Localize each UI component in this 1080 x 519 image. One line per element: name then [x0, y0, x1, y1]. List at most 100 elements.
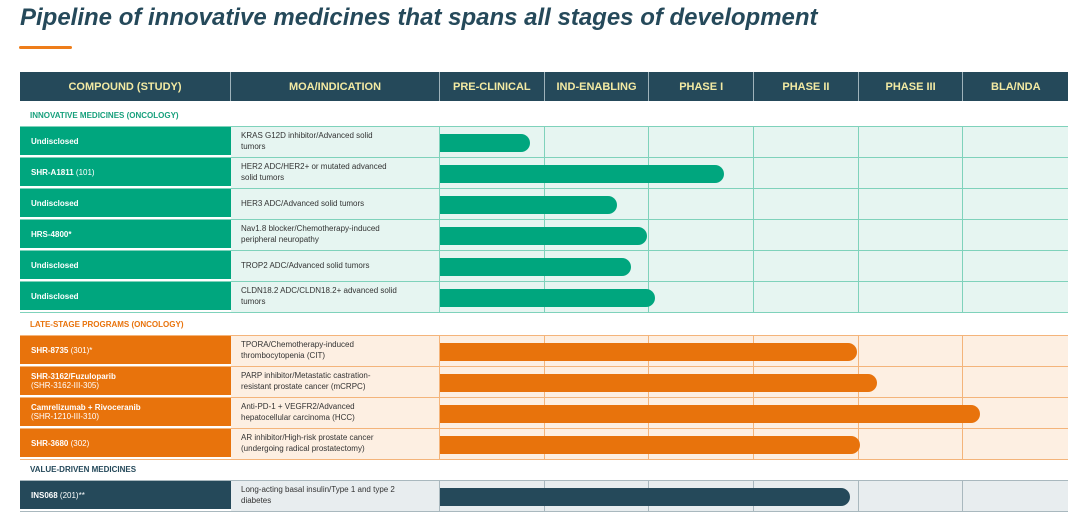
section-bottom-rule [20, 459, 1068, 460]
stage-cell [859, 127, 964, 157]
stage-cell [859, 251, 964, 281]
stage-cell [963, 189, 1068, 219]
stage-cell [963, 336, 1068, 366]
progress-bar [440, 288, 655, 307]
header-moa: MOA/INDICATION [231, 72, 440, 101]
table-row: Camrelizumab + Rivoceranib (SHR-1210-III-… [20, 397, 1069, 428]
stage-cell [859, 481, 964, 511]
compound-name: HRS-4800* [31, 230, 231, 239]
table-header: COMPOUND (STUDY) MOA/INDICATION PRE-CLIN… [20, 72, 1069, 101]
compound-name: INS068 (201)** [31, 491, 231, 500]
table-row: INS068 (201)** Long-acting basal insulin/… [20, 480, 1069, 511]
compound-code: SHR-3162/Fuzuloparib [31, 372, 116, 381]
compound-cell: INS068 (201)** [20, 481, 231, 511]
progress-bar [440, 435, 860, 454]
table-row: Undisclosed TROP2 ADC/Advanced solid tumo… [20, 250, 1069, 281]
header-compound: COMPOUND (STUDY) [20, 72, 231, 101]
stage-cell [754, 481, 859, 511]
compound-study: (302) [68, 438, 90, 448]
section-label: INNOVATIVE MEDICINES (ONCOLOGY) [30, 111, 179, 120]
progress-bar [440, 404, 981, 423]
moa-indication-cell: CLDN18.2 ADC/CLDN18.2+ advanced solid tu… [231, 282, 440, 312]
compound-code: SHR-A1811 [31, 167, 74, 177]
compound-code: SHR-3680 [31, 438, 69, 448]
table-row: SHR-8735 (301)* TPORA/Chemotherapy-induce… [20, 335, 1069, 366]
moa-indication-cell: AR inhibitor/High-risk prostate cancer (… [231, 429, 440, 459]
header-phase-2: PHASE II [754, 72, 859, 101]
stage-cell [963, 251, 1068, 281]
progress-bar [440, 133, 531, 152]
stage-cell [963, 220, 1068, 250]
compound-study: (201)** [57, 490, 85, 500]
stage-cell [545, 189, 650, 219]
stage-cell [859, 220, 964, 250]
compound-study-id: (SHR-3162-III-305) [31, 381, 100, 390]
title-underline [19, 46, 72, 49]
compound-cell: Camrelizumab + Rivoceranib (SHR-1210-III-… [20, 398, 231, 428]
table-row: SHR-A1811 (101) HER2 ADC/HER2+ or mutated… [20, 157, 1069, 188]
compound-cell: Undisclosed [20, 189, 231, 219]
moa-indication-cell: TPORA/Chemotherapy-induced thrombocytope… [231, 336, 440, 366]
header-ind-enabling: IND-ENABLING [544, 72, 650, 101]
stage-cell [545, 251, 650, 281]
table-row: Undisclosed HER3 ADC/Advanced solid tumor… [20, 188, 1069, 219]
stage-cell [754, 189, 859, 219]
stage-cell [754, 336, 859, 366]
stage-cell [963, 158, 1068, 188]
stage-cell [649, 251, 755, 281]
header-phase-1: PHASE I [649, 72, 755, 101]
moa-indication-cell: KRAS G12D inhibitor/Advanced solid tumor… [231, 127, 440, 157]
progress-bar [440, 195, 617, 214]
compound-cell: Undisclosed [20, 127, 231, 157]
compound-cell: SHR-3162/Fuzuloparib (SHR-3162-III-305) [20, 367, 231, 397]
compound-name: Undisclosed [31, 199, 231, 208]
compound-code: Undisclosed [31, 136, 79, 146]
compound-code: Undisclosed [31, 291, 79, 301]
page-title: Pipeline of innovative medicines that sp… [20, 4, 818, 31]
stage-cell [859, 189, 964, 219]
table-row: Undisclosed KRAS G12D inhibitor/Advanced … [20, 126, 1069, 157]
compound-code: Undisclosed [31, 198, 79, 208]
table-row: HRS-4800* Nav1.8 blocker/Chemotherapy-ind… [20, 219, 1069, 250]
compound-cell: HRS-4800* [20, 220, 231, 250]
compound-name: Undisclosed [31, 292, 231, 301]
compound-cell: Undisclosed [20, 282, 231, 312]
compound-cell: SHR-8735 (301)* [20, 336, 231, 366]
compound-code: HRS-4800* [31, 229, 72, 239]
table-row: SHR-3680 (302) AR inhibitor/High-risk pro… [20, 428, 1069, 459]
stage-cell [754, 158, 859, 188]
stage-cell [859, 282, 964, 312]
stage-cell [649, 282, 755, 312]
compound-name: Undisclosed [31, 261, 231, 270]
section-label: LATE-STAGE PROGRAMS (ONCOLOGY) [30, 320, 184, 329]
stage-cell [963, 127, 1068, 157]
moa-indication-cell: PARP inhibitor/Metastatic castration-res… [231, 367, 440, 397]
header-phase-3: PHASE III [858, 72, 964, 101]
stage-cell [649, 127, 755, 157]
compound-study: (101) [73, 167, 95, 177]
moa-indication-cell: Long-acting basal insulin/Type 1 and typ… [231, 481, 440, 511]
section-bottom-rule [20, 312, 1068, 313]
stage-cell [754, 220, 859, 250]
compound-name: Camrelizumab + Rivoceranib [31, 403, 231, 412]
stage-cell [754, 251, 859, 281]
compound-code: SHR-8735 [31, 345, 69, 355]
header-bla-nda: BLA/NDA [963, 72, 1069, 101]
compound-cell: SHR-3680 (302) [20, 429, 231, 459]
stage-cell [545, 127, 650, 157]
progress-bar [440, 487, 851, 506]
compound-name: SHR-8735 (301)* [31, 346, 231, 355]
stage-cell [545, 220, 650, 250]
compound-code: INS068 [31, 490, 58, 500]
compound-code: Camrelizumab + Rivoceranib [31, 403, 141, 412]
stage-cell [963, 481, 1068, 511]
stage-cell [859, 429, 964, 459]
progress-bar [440, 373, 877, 392]
stage-cell [859, 367, 964, 397]
compound-name: Undisclosed [31, 137, 231, 146]
section-label: VALUE-DRIVEN MEDICINES [30, 465, 137, 474]
stage-cell [963, 367, 1068, 397]
compound-name: SHR-A1811 (101) [31, 168, 231, 177]
moa-indication-cell: HER2 ADC/HER2+ or mutated advanced solid… [231, 158, 440, 188]
moa-indication-cell: Anti-PD-1 + VEGFR2/Advanced hepatocellul… [231, 398, 440, 428]
